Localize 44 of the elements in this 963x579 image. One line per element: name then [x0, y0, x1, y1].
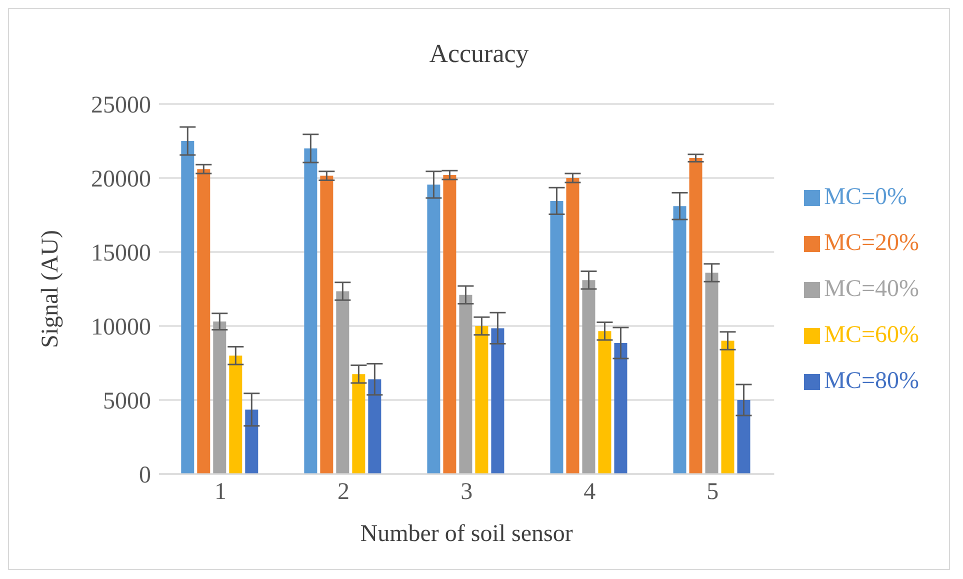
bar — [491, 328, 504, 474]
x-axis-title: Number of soil sensor — [360, 521, 573, 547]
bar — [721, 340, 734, 474]
x-tick-label: 3 — [460, 479, 473, 506]
bar — [566, 178, 580, 474]
x-tick-label: 5 — [706, 479, 719, 506]
bar — [598, 331, 612, 474]
x-tick-label: 1 — [214, 479, 227, 506]
bar — [320, 176, 334, 474]
bar — [582, 280, 596, 474]
bar — [197, 169, 210, 474]
chart-title: Accuracy — [428, 39, 530, 69]
bar — [229, 356, 242, 474]
bar — [368, 379, 382, 474]
bar — [304, 148, 318, 474]
x-tick-label: 2 — [338, 479, 350, 506]
y-tick-label: 10000 — [91, 314, 151, 341]
bar — [336, 291, 350, 474]
legend-label: MC=60% — [824, 322, 919, 348]
legend-label: MC=0% — [824, 184, 907, 210]
x-tick-label: 4 — [584, 479, 596, 506]
bar — [705, 272, 718, 474]
y-tick-label: 5000 — [103, 388, 151, 415]
bar — [352, 374, 366, 474]
legend-label: MC=20% — [824, 230, 919, 256]
bar — [245, 410, 258, 474]
bar — [213, 322, 226, 474]
bar — [673, 206, 686, 474]
legend-label: MC=80% — [824, 368, 919, 394]
legend-label: MC=40% — [824, 276, 919, 302]
y-tick-label: 0 — [139, 462, 151, 489]
bar — [181, 141, 194, 474]
bar — [475, 326, 488, 474]
y-tick-label: 25000 — [91, 92, 151, 119]
bar — [443, 175, 456, 474]
bar — [689, 158, 702, 474]
y-axis-title: Signal (AU) — [38, 230, 64, 348]
bar — [550, 200, 564, 474]
y-tick-label: 20000 — [91, 166, 151, 193]
y-tick-label: 15000 — [91, 240, 151, 267]
bar — [459, 294, 472, 474]
bar — [737, 400, 750, 474]
bar — [427, 184, 440, 474]
bar — [614, 343, 628, 474]
